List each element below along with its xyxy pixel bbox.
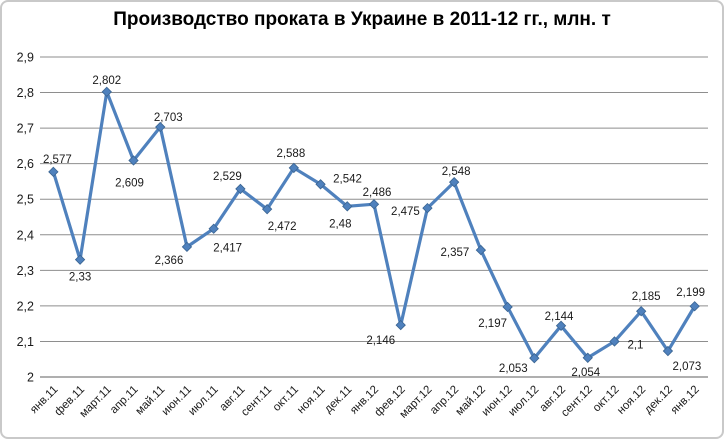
data-point-marker: [74, 254, 86, 265]
x-tick-label: июл.11: [186, 384, 220, 418]
data-point-marker: [609, 336, 620, 347]
data-point-label: 2,475: [391, 206, 420, 218]
data-point-marker: [181, 241, 193, 253]
data-point-marker: [155, 121, 166, 133]
data-point-marker: [475, 244, 487, 256]
y-tick-label: 2,7: [17, 122, 34, 136]
data-point-marker: [689, 301, 700, 312]
y-tick-label: 2,9: [17, 51, 34, 65]
data-point-marker: [48, 166, 59, 178]
data-point-label: 2,146: [366, 335, 395, 347]
data-point-marker: [368, 199, 380, 210]
data-point-marker: [315, 179, 326, 190]
y-tick-label: 2,1: [17, 335, 34, 349]
data-point-label: 2,144: [545, 311, 574, 323]
data-point-label: 2,529: [213, 171, 242, 183]
data-point-label: 2,588: [276, 148, 305, 160]
data-point-label: 2,197: [478, 318, 507, 330]
data-point-marker: [555, 320, 567, 331]
x-tick-label: ноя.11: [295, 384, 328, 417]
x-tick-label: сент.11: [239, 384, 274, 419]
data-point-marker: [261, 204, 273, 215]
data-point-label: 2,1: [627, 339, 643, 351]
data-point-marker: [288, 162, 300, 174]
y-tick-label: 2: [27, 371, 34, 385]
data-point-label: 2,199: [676, 287, 705, 299]
data-point-marker: [636, 306, 647, 317]
data-point-marker: [342, 201, 353, 212]
data-point-marker: [662, 345, 674, 357]
y-tick-label: 2,6: [17, 157, 34, 171]
x-tick-label: июл.12: [506, 384, 541, 419]
x-tick-label: янв.12: [669, 384, 702, 417]
data-point-label: 2,053: [499, 363, 528, 375]
series-line: [51, 90, 697, 360]
data-point-label: 2,542: [333, 173, 362, 185]
data-point-label: 2,357: [440, 247, 469, 259]
data-point-label: 2,417: [213, 243, 242, 255]
data-point-label: 2,548: [442, 166, 471, 178]
data-point-label: 2,33: [69, 272, 91, 284]
y-tick-label: 2,2: [17, 299, 34, 313]
y-tick-label: 2,5: [17, 193, 34, 207]
data-point-label: 2,073: [673, 361, 702, 373]
data-point-marker: [128, 155, 139, 166]
data-point-label: 2,054: [571, 367, 600, 379]
data-point-label: 2,48: [329, 218, 351, 230]
data-point-marker: [502, 301, 513, 313]
data-point-marker: [529, 352, 540, 364]
data-point-label: 2,802: [92, 75, 121, 87]
data-point-marker: [395, 319, 406, 331]
data-point-label: 2,486: [363, 187, 392, 199]
data-point-label: 2,577: [43, 154, 72, 166]
x-tick-label: дек.12: [642, 384, 675, 417]
y-tick-label: 2,3: [17, 264, 34, 278]
chart-title: Производство проката в Украине в 2011-12…: [113, 9, 611, 30]
data-point-label: 2,609: [115, 177, 144, 189]
data-point-label: 2,185: [632, 291, 661, 303]
data-point-marker: [208, 223, 219, 234]
y-tick-label: 2,4: [17, 228, 34, 242]
data-point-label: 2,472: [268, 221, 297, 233]
y-tick-label: 2,8: [17, 86, 34, 100]
x-tick-label: ноя.12: [615, 384, 648, 417]
data-point-marker: [422, 202, 433, 214]
data-point-label: 2,703: [154, 112, 183, 124]
data-point-marker: [235, 183, 246, 195]
data-point-marker: [448, 176, 460, 188]
data-point-marker: [101, 86, 112, 98]
data-point-label: 2,366: [155, 255, 184, 267]
data-point-marker: [582, 352, 593, 363]
